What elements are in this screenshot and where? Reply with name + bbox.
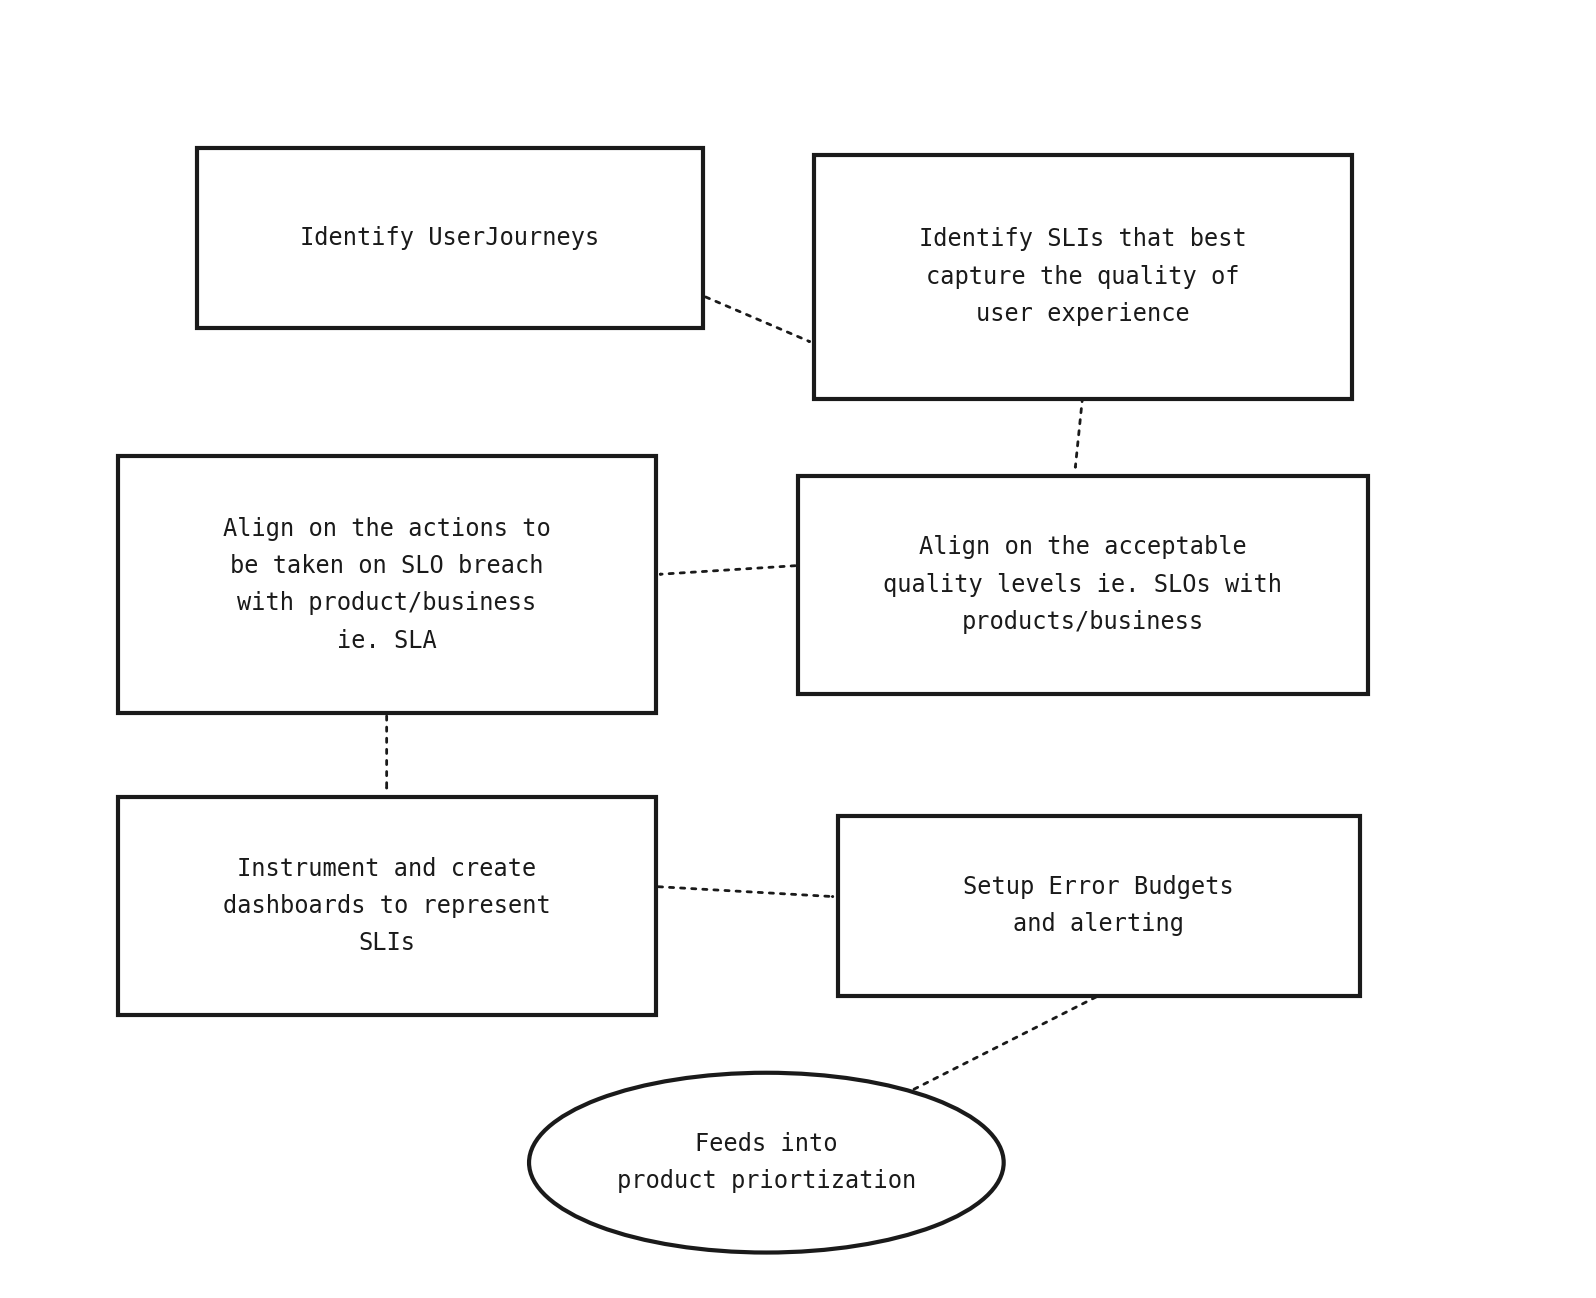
Ellipse shape bbox=[528, 1072, 1004, 1253]
FancyBboxPatch shape bbox=[196, 148, 704, 328]
Text: Align on the actions to
be taken on SLO breach
with product/business
ie. SLA: Align on the actions to be taken on SLO … bbox=[223, 517, 551, 653]
Text: Identify SLIs that best
capture the quality of
user experience: Identify SLIs that best capture the qual… bbox=[919, 227, 1246, 326]
FancyBboxPatch shape bbox=[838, 816, 1360, 996]
FancyBboxPatch shape bbox=[118, 797, 656, 1015]
FancyBboxPatch shape bbox=[118, 457, 656, 713]
Text: Feeds into
product priortization: Feeds into product priortization bbox=[616, 1132, 916, 1193]
Text: Identify UserJourneys: Identify UserJourneys bbox=[300, 226, 600, 251]
Text: Align on the acceptable
quality levels ie. SLOs with
products/business: Align on the acceptable quality levels i… bbox=[883, 536, 1282, 635]
FancyBboxPatch shape bbox=[814, 154, 1352, 398]
Text: Instrument and create
dashboards to represent
SLIs: Instrument and create dashboards to repr… bbox=[223, 857, 551, 955]
Text: Setup Error Budgets
and alerting: Setup Error Budgets and alerting bbox=[964, 875, 1234, 936]
FancyBboxPatch shape bbox=[798, 475, 1368, 694]
